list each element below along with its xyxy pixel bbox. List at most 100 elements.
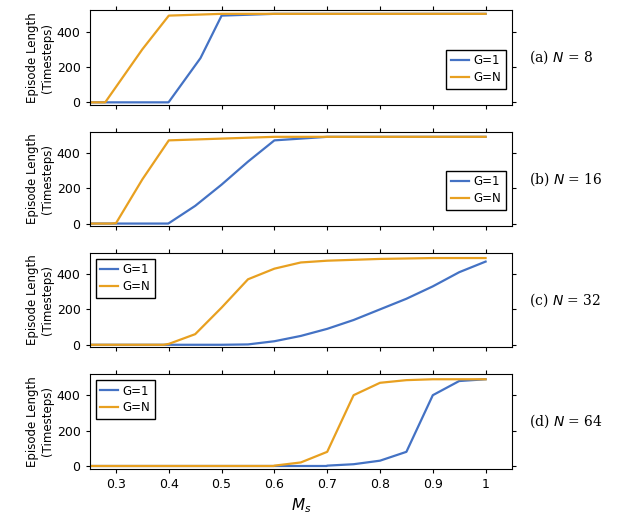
G=N bbox=[376, 380, 384, 386]
G=N bbox=[482, 11, 490, 17]
Text: (a) $\it{N}$ = 8: (a) $\it{N}$ = 8 bbox=[529, 49, 593, 66]
Line: G=N: G=N bbox=[90, 379, 486, 466]
G=N bbox=[138, 46, 146, 53]
G=1 bbox=[482, 259, 490, 265]
G=N bbox=[376, 134, 384, 140]
Line: G=1: G=1 bbox=[90, 14, 486, 102]
G=1 bbox=[86, 341, 93, 348]
Y-axis label: Episode Length
(Timesteps): Episode Length (Timesteps) bbox=[26, 133, 54, 224]
Line: G=N: G=N bbox=[90, 137, 486, 224]
G=N bbox=[271, 266, 278, 272]
Line: G=N: G=N bbox=[90, 14, 486, 102]
G=N bbox=[482, 134, 490, 140]
G=1 bbox=[86, 220, 93, 227]
G=1 bbox=[482, 11, 490, 17]
G=N bbox=[165, 12, 173, 19]
G=N bbox=[429, 255, 436, 261]
G=1 bbox=[196, 55, 204, 61]
G=1 bbox=[164, 99, 172, 106]
G=N bbox=[271, 134, 278, 140]
G=N bbox=[297, 260, 305, 266]
X-axis label: $M_s$: $M_s$ bbox=[291, 496, 311, 515]
G=N bbox=[429, 11, 436, 17]
G=N bbox=[482, 255, 490, 261]
G=1 bbox=[456, 378, 463, 384]
G=N bbox=[86, 220, 93, 227]
G=1 bbox=[456, 269, 463, 276]
G=N bbox=[244, 276, 252, 282]
G=N bbox=[106, 220, 114, 227]
Y-axis label: Episode Length
(Timesteps): Episode Length (Timesteps) bbox=[26, 376, 54, 467]
Legend: G=1, G=N: G=1, G=N bbox=[95, 380, 155, 419]
G=1 bbox=[164, 341, 172, 348]
G=1 bbox=[376, 458, 384, 464]
G=1 bbox=[323, 11, 331, 17]
G=N bbox=[191, 331, 199, 337]
Text: (d) $\it{N}$ = 64: (d) $\it{N}$ = 64 bbox=[529, 413, 603, 430]
G=N bbox=[271, 11, 278, 17]
G=1 bbox=[429, 134, 436, 140]
G=1 bbox=[165, 99, 173, 105]
G=1 bbox=[323, 462, 331, 469]
G=1 bbox=[218, 12, 225, 19]
G=1 bbox=[86, 99, 93, 106]
G=1 bbox=[271, 11, 278, 17]
Y-axis label: Episode Length
(Timesteps): Episode Length (Timesteps) bbox=[26, 255, 54, 346]
Legend: G=1, G=N: G=1, G=N bbox=[95, 259, 155, 298]
Line: G=1: G=1 bbox=[90, 379, 486, 466]
G=1 bbox=[86, 463, 93, 469]
G=N bbox=[86, 99, 93, 106]
G=1 bbox=[376, 11, 384, 17]
G=N bbox=[270, 463, 278, 469]
G=1 bbox=[403, 296, 410, 302]
G=1 bbox=[429, 283, 436, 289]
G=N bbox=[376, 11, 384, 17]
G=1 bbox=[164, 220, 172, 227]
G=N bbox=[482, 376, 490, 382]
G=1 bbox=[376, 134, 384, 140]
G=N bbox=[218, 135, 225, 142]
G=N bbox=[86, 341, 93, 348]
G=1 bbox=[429, 11, 436, 17]
G=N bbox=[160, 341, 168, 348]
G=N bbox=[323, 258, 331, 264]
G=N bbox=[350, 256, 358, 263]
G=1 bbox=[218, 181, 225, 187]
G=1 bbox=[218, 341, 225, 348]
G=N bbox=[101, 99, 109, 106]
G=1 bbox=[323, 463, 330, 469]
Text: (b) $\it{N}$ = 16: (b) $\it{N}$ = 16 bbox=[529, 170, 602, 187]
G=N bbox=[323, 449, 331, 455]
G=N bbox=[102, 99, 109, 105]
G=N bbox=[323, 134, 331, 140]
G=N bbox=[271, 462, 278, 469]
Legend: G=1, G=N: G=1, G=N bbox=[447, 49, 506, 89]
G=N bbox=[323, 11, 331, 17]
Legend: G=1, G=N: G=1, G=N bbox=[447, 171, 506, 210]
G=N bbox=[218, 304, 225, 311]
G=N bbox=[138, 176, 146, 182]
G=N bbox=[403, 377, 410, 383]
G=1 bbox=[271, 338, 278, 345]
G=1 bbox=[244, 159, 252, 165]
G=1 bbox=[403, 449, 410, 455]
Line: G=1: G=1 bbox=[90, 137, 486, 224]
G=1 bbox=[271, 138, 278, 144]
Y-axis label: Episode Length
(Timesteps): Episode Length (Timesteps) bbox=[26, 12, 54, 103]
G=1 bbox=[482, 134, 490, 140]
G=N bbox=[112, 220, 120, 226]
G=N bbox=[429, 134, 436, 140]
G=N bbox=[376, 256, 384, 262]
G=1 bbox=[482, 376, 490, 382]
G=1 bbox=[323, 326, 331, 332]
G=1 bbox=[429, 392, 436, 398]
Line: G=1: G=1 bbox=[90, 262, 486, 345]
G=1 bbox=[165, 220, 173, 226]
G=N bbox=[297, 459, 305, 466]
G=N bbox=[350, 392, 358, 398]
Line: G=N: G=N bbox=[90, 258, 486, 345]
G=N bbox=[165, 138, 173, 144]
G=N bbox=[86, 463, 93, 469]
Text: (c) $\it{N}$ = 32: (c) $\it{N}$ = 32 bbox=[529, 291, 601, 309]
G=1 bbox=[165, 341, 173, 348]
